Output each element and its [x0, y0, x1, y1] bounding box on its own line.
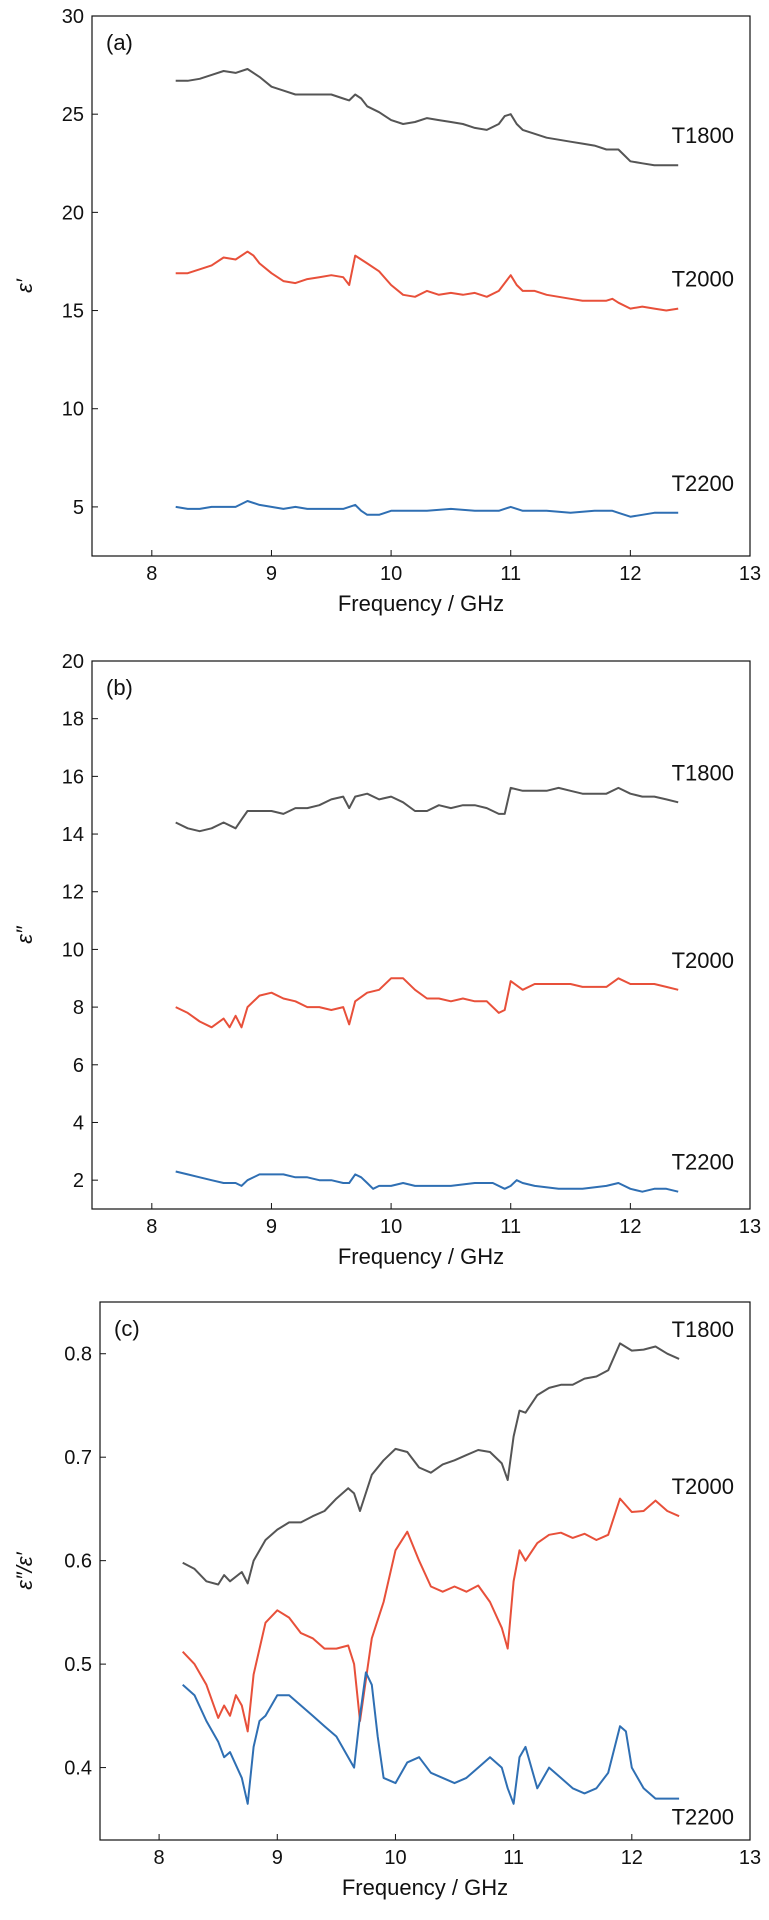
y-tick-label: 18: [62, 709, 84, 731]
panel-c: 8 9 10 11 12 13 0.4 0.5 0.6 0.7 0.8 Frequency / GHz…: [12, 1301, 761, 1900]
series-label-t1800: T1800: [672, 760, 734, 785]
series-label-t2000: T2000: [672, 267, 734, 292]
plot-frame: [91, 15, 751, 557]
x-tick-label: 10: [384, 1847, 406, 1869]
x-tick-label: 8: [146, 563, 157, 585]
x-tick-label: 11: [503, 1847, 524, 1869]
series-label-t2000: T2000: [672, 948, 734, 973]
x-tick-label: 11: [500, 563, 521, 585]
y-tick-label: 30: [62, 6, 84, 28]
x-axis-label: Frequency / GHz: [342, 1875, 508, 1900]
y-axis-label: ε′: [12, 278, 37, 293]
y-tick-label: 4: [73, 1112, 84, 1134]
y-tick-label: 6: [73, 1055, 84, 1077]
panel-label: (a): [106, 30, 133, 55]
series-label-t2200: T2200: [672, 471, 734, 496]
series-line-t2000: [181, 1497, 680, 1733]
series-line-t1800: [175, 786, 679, 833]
y-tick-label: 20: [62, 651, 84, 673]
panel-label: (c): [114, 1316, 140, 1341]
y-tick-label: 8: [73, 997, 84, 1019]
y-tick-label: 0.5: [64, 1654, 92, 1676]
panel-b: 8 9 10 11 12 13 2 4 6 8 10 12 14 16 18 20 Frequency / GH…: [12, 651, 761, 1269]
panel-a: 8 9 10 11 12 13 5 10 15 20 25 30 Frequency / GHz ε′ (a…: [12, 6, 761, 616]
x-tick-label: 13: [739, 563, 761, 585]
series-line-t1800: [182, 1342, 680, 1586]
y-tick-label: 0.6: [64, 1551, 92, 1573]
y-tick-label: 2: [73, 1170, 84, 1192]
y-tick-label: 5: [73, 497, 84, 519]
series-line-t2200: [175, 1170, 679, 1193]
x-tick-label: 12: [619, 1216, 641, 1238]
series-label-t2000: T2000: [672, 1474, 734, 1499]
y-tick-label: 0.7: [64, 1447, 92, 1469]
series-line-t2000: [175, 250, 679, 312]
y-axis-label: ε″/ε′: [12, 1551, 37, 1589]
plot-frame: [99, 1301, 751, 1841]
y-tick-label: 25: [62, 104, 84, 126]
series-line-t2200: [182, 1671, 680, 1805]
x-tick-label: 9: [272, 1847, 283, 1869]
x-tick-label: 8: [154, 1847, 165, 1869]
x-tick-label: 13: [739, 1847, 761, 1869]
x-tick-label: 8: [146, 1216, 157, 1238]
y-tick-label: 14: [62, 824, 84, 846]
y-tick-label: 0.8: [64, 1344, 92, 1366]
series-label-t1800: T1800: [672, 1317, 734, 1342]
x-tick-label: 12: [621, 1847, 643, 1869]
x-tick-label: 9: [266, 563, 277, 585]
y-tick-label: 16: [62, 766, 84, 788]
series-label-t2200: T2200: [672, 1805, 734, 1830]
x-tick-label: 10: [380, 1216, 402, 1238]
y-tick-label: 10: [62, 939, 84, 961]
y-tick-label: 12: [62, 882, 84, 904]
series-label-t2200: T2200: [672, 1150, 734, 1175]
x-tick-label: 9: [266, 1216, 277, 1238]
x-tick-label: 11: [500, 1216, 521, 1238]
x-tick-label: 10: [380, 563, 402, 585]
x-tick-label: 13: [739, 1216, 761, 1238]
series-line-t2000: [175, 977, 679, 1029]
y-tick-label: 20: [62, 202, 84, 224]
series-line-t2200: [175, 500, 679, 518]
y-tick-label: 0.4: [64, 1758, 92, 1780]
x-axis-label: Frequency / GHz: [338, 1244, 504, 1269]
plot-frame: [91, 660, 751, 1210]
series-line-t1800: [175, 68, 679, 167]
y-tick-label: 15: [62, 301, 84, 323]
series-label-t1800: T1800: [672, 123, 734, 148]
x-tick-label: 12: [619, 563, 641, 585]
x-axis-label: Frequency / GHz: [338, 591, 504, 616]
y-axis-label: ε″: [12, 925, 37, 944]
panel-label: (b): [106, 675, 133, 700]
y-tick-label: 10: [62, 399, 84, 421]
